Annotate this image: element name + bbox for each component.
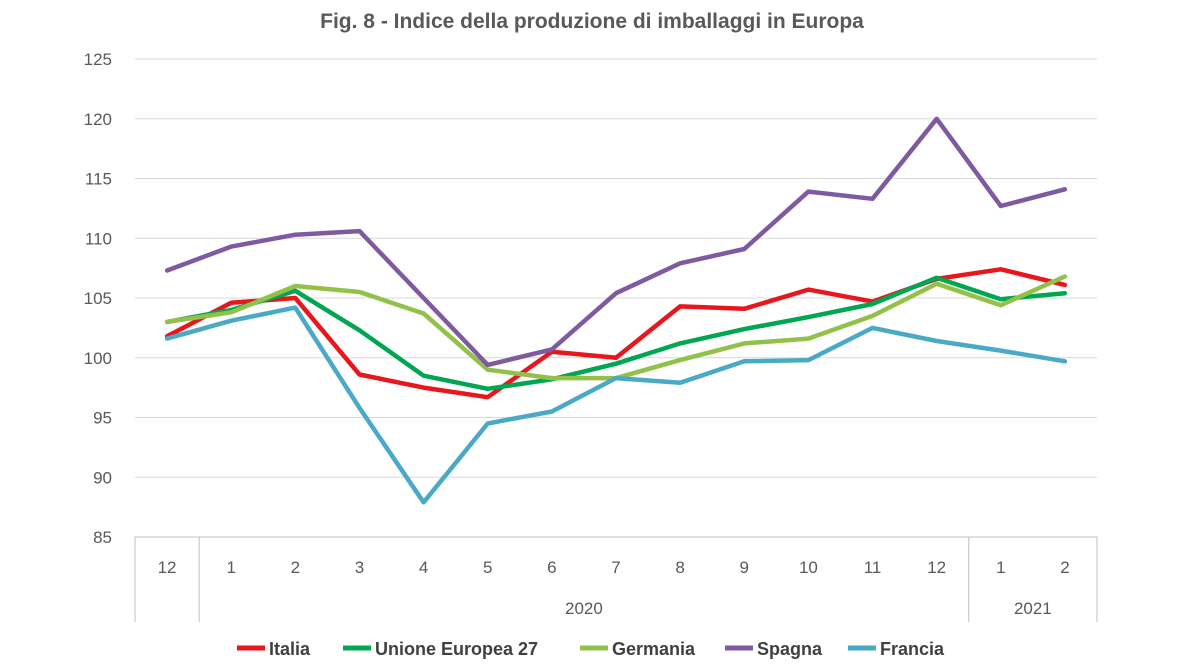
year-group-label: 2021: [1014, 599, 1052, 618]
legend-label: Germania: [612, 639, 696, 659]
x-tick-label: 4: [419, 558, 428, 577]
x-tick-label: 10: [799, 558, 818, 577]
y-tick-label: 120: [84, 110, 112, 129]
x-tick-label: 6: [547, 558, 556, 577]
x-tick-label: 1: [996, 558, 1005, 577]
year-group-label: 2020: [565, 599, 603, 618]
y-tick-label: 115: [85, 170, 112, 189]
x-tick-label: 12: [927, 558, 946, 577]
series-line-unione-europea-27: [164, 275, 1068, 392]
x-tick-label: 1: [226, 558, 235, 577]
y-tick-label: 100: [84, 349, 112, 368]
gridlines: [135, 58, 1097, 478]
legend-label: Francia: [880, 639, 945, 659]
x-tick-label: 7: [611, 558, 620, 577]
x-tick-label: 3: [355, 558, 364, 577]
series-line-spagna: [164, 116, 1068, 368]
y-tick-label: 90: [93, 468, 112, 487]
y-tick-label: 85: [93, 528, 112, 547]
y-tick-label: 125: [84, 50, 112, 69]
legend-label: Unione Europea 27: [375, 639, 538, 659]
series-line-francia: [164, 305, 1068, 505]
legend: Italia Unione Europea 27 Germania Spagna Fra…: [237, 639, 945, 659]
x-tick-label: 12: [158, 558, 177, 577]
chart-title: Fig. 8 - Indice della produzione di imba…: [320, 10, 864, 33]
x-tick-label: 8: [675, 558, 684, 577]
y-tick-label: 105: [84, 289, 112, 308]
x-tick-label: 2: [1060, 558, 1069, 577]
series-lines: [164, 116, 1068, 505]
y-tick-label: 95: [93, 409, 112, 428]
legend-label: Spagna: [757, 639, 823, 659]
x-tick-label: 5: [483, 558, 492, 577]
legend-label: Italia: [269, 639, 311, 659]
x-tick-label: 11: [864, 558, 882, 577]
y-axis-ticks: 85 90 95 100 105 110 115 120 125: [84, 50, 112, 547]
x-tick-label: 2: [291, 558, 300, 577]
y-tick-label: 110: [85, 229, 112, 248]
x-tick-label: 9: [740, 558, 749, 577]
